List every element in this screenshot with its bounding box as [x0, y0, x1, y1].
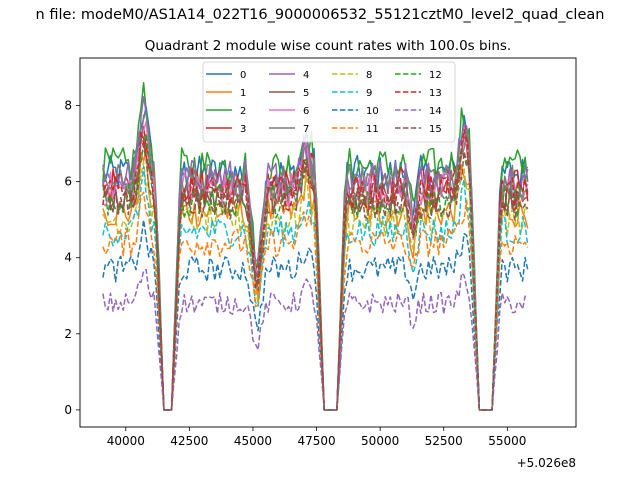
- x-axis: 40000 42500 45000 47500 50000 52500 55000: [107, 427, 526, 448]
- x-tick-label: 47500: [297, 434, 335, 448]
- y-tick-label: 2: [64, 327, 72, 341]
- legend-label-4: 4: [303, 70, 309, 81]
- series-line-9: [102, 165, 529, 411]
- y-tick-label: 0: [64, 403, 72, 417]
- x-offset-label: +5.026e8: [517, 456, 576, 470]
- x-tick-label: 40000: [107, 434, 145, 448]
- legend-label-14: 14: [429, 106, 442, 117]
- legend-label-0: 0: [240, 70, 246, 81]
- legend-label-11: 11: [366, 124, 379, 135]
- series-line-14: [102, 268, 529, 411]
- legend-label-3: 3: [240, 124, 246, 135]
- chart-title: Quadrant 2 module wise count rates with …: [145, 38, 511, 54]
- y-tick-label: 8: [64, 99, 72, 113]
- x-tick-label: 50000: [361, 434, 399, 448]
- y-tick-label: 4: [64, 251, 72, 265]
- x-tick-label: 42500: [170, 434, 208, 448]
- legend-label-9: 9: [366, 88, 372, 99]
- legend-label-15: 15: [429, 124, 442, 135]
- legend-label-1: 1: [240, 88, 246, 99]
- legend-label-12: 12: [429, 70, 442, 81]
- series-layer: [102, 81, 529, 411]
- figure-suptitle: n file: modeM0/AS1A14_022T16_9000006532_…: [36, 7, 605, 23]
- legend-frame: [202, 61, 456, 143]
- legend-label-2: 2: [240, 106, 246, 117]
- x-tick-label: 45000: [234, 434, 272, 448]
- series-line-10: [102, 219, 529, 411]
- legend-label-5: 5: [303, 88, 309, 99]
- legend-label-13: 13: [429, 88, 442, 99]
- legend-label-7: 7: [303, 124, 309, 135]
- x-tick-label: 55000: [488, 434, 526, 448]
- series-line-15: [102, 138, 529, 411]
- y-axis: 0 2 4 6 8: [64, 99, 80, 417]
- plot-frame: [79, 57, 577, 428]
- y-tick-label: 6: [64, 175, 72, 189]
- x-tick-label: 52500: [425, 434, 463, 448]
- legend-label-6: 6: [303, 106, 309, 117]
- legend-label-8: 8: [366, 70, 372, 81]
- legend-label-10: 10: [366, 106, 379, 117]
